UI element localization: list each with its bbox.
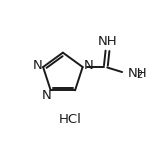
Text: HCl: HCl [59, 113, 82, 126]
Text: N: N [84, 59, 93, 72]
Text: 2: 2 [136, 70, 142, 80]
Text: NH: NH [98, 35, 118, 48]
Text: N: N [42, 89, 52, 102]
Text: NH: NH [128, 67, 148, 80]
Text: N: N [32, 59, 42, 72]
